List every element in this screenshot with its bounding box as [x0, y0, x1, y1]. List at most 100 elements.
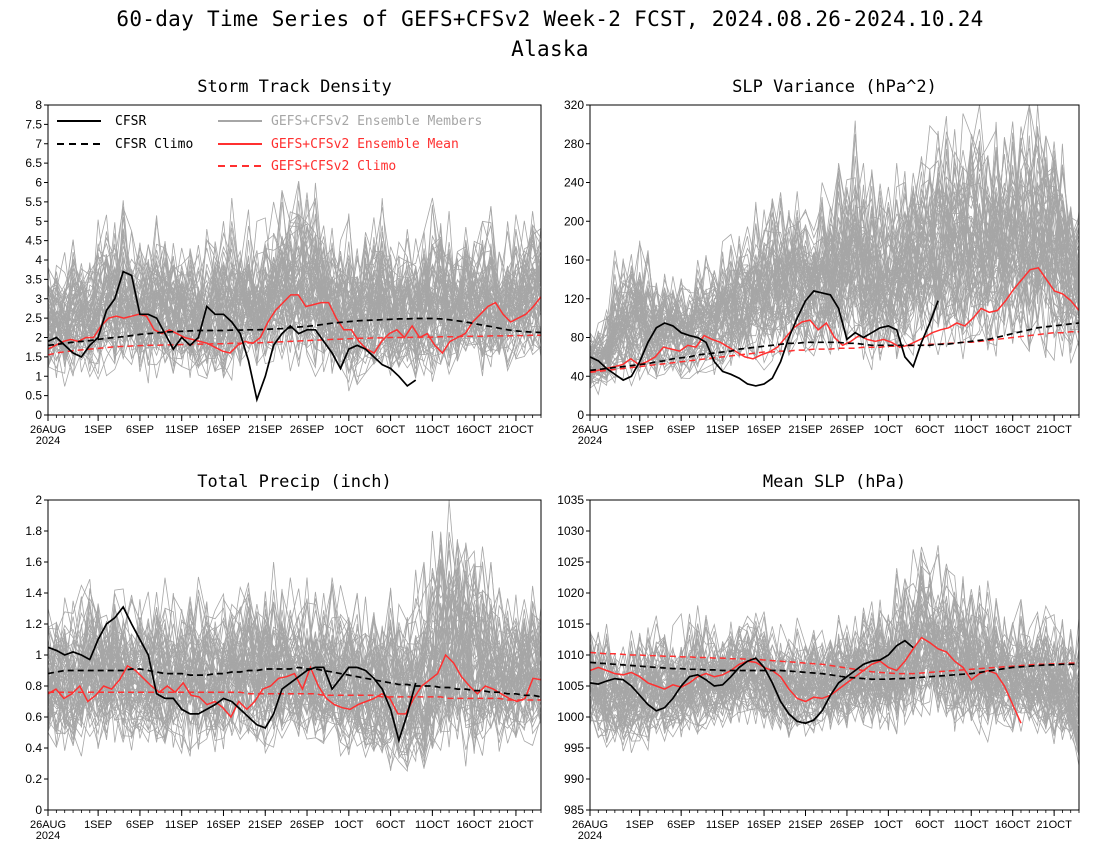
x-tick-label: 6SEP — [126, 819, 154, 831]
series-gefs-cfsv2-climo — [48, 691, 541, 701]
ensemble-member-line — [48, 239, 541, 358]
ensemble-member-line — [590, 178, 1079, 376]
x-tick-label: 11OCT — [415, 424, 450, 436]
ensemble-members — [48, 500, 541, 772]
x-tick-label: 16OCT — [995, 819, 1031, 831]
x-tick-label: 1SEP — [626, 424, 654, 436]
y-tick-label: 1005 — [557, 679, 584, 693]
x-tick-label: 16SEP — [206, 819, 240, 831]
ensemble-member-line — [48, 259, 541, 392]
y-tick-label: 1025 — [557, 555, 584, 569]
ensemble-member-line — [590, 116, 1079, 376]
x-tick-label: 26AUG — [572, 424, 608, 436]
ensemble-member-line — [590, 174, 1079, 353]
y-tick-label: 5 — [35, 214, 42, 228]
series-lines — [48, 270, 541, 403]
x-tick-label: 11SEP — [706, 819, 739, 831]
ensemble-member-line — [48, 632, 541, 770]
y-tick-label: 0.4 — [25, 741, 42, 755]
y-tick-label: 1 — [35, 369, 42, 383]
ensemble-member-line — [48, 546, 541, 747]
ensemble-member-line — [48, 572, 541, 723]
x-tick-label: 16OCT — [995, 424, 1031, 436]
ensemble-member-line — [48, 220, 541, 328]
ensemble-member-line — [48, 264, 541, 368]
ensemble-members — [590, 105, 1079, 396]
x-year-label: 2024 — [578, 435, 602, 447]
x-tick-label: 1OCT — [874, 424, 904, 436]
y-tick-label: 8 — [35, 98, 42, 112]
legend-label-ens-mean: GEFS+CFSv2 Ensemble Mean — [271, 137, 459, 152]
series-cfsr — [590, 639, 914, 725]
x-tick-label: 16SEP — [747, 424, 781, 436]
y-tick-label: 1000 — [557, 710, 584, 724]
ensemble-member-line — [48, 276, 541, 375]
x-tick-label: 21SEP — [788, 819, 822, 831]
x-tick-label: 1SEP — [84, 424, 112, 436]
x-tick-label: 6OCT — [376, 424, 406, 436]
ensemble-member-line — [590, 641, 1079, 747]
y-tick-label: 40 — [571, 369, 585, 383]
y-tick-label: 1010 — [557, 648, 584, 662]
y-tick-label: 3 — [35, 292, 42, 306]
ensemble-member-line — [590, 131, 1079, 374]
ensemble-member-line — [48, 641, 541, 770]
ensemble-member-line — [48, 182, 541, 339]
x-tick-label: 21OCT — [1036, 819, 1072, 831]
ensemble-member-line — [590, 625, 1079, 736]
x-tick-label: 21OCT — [498, 819, 534, 831]
y-tick-label: 80 — [571, 331, 585, 345]
legend-label-cfsr: CFSR — [115, 114, 146, 129]
x-year-label: 2024 — [36, 830, 60, 842]
x-tick-label: 21OCT — [498, 424, 534, 436]
y-tick-label: 1.4 — [25, 586, 42, 600]
ensemble-member-line — [48, 211, 541, 339]
figure-title: 60-day Time Series of GEFS+CFSv2 Week-2 … — [116, 7, 983, 31]
x-tick-label: 16SEP — [206, 424, 240, 436]
ensemble-member-line — [48, 214, 541, 330]
x-tick-label: 1OCT — [334, 819, 364, 831]
x-year-label: 2024 — [578, 830, 602, 842]
series-gefs-cfsv2-ensemble-mean — [48, 653, 541, 719]
y-tick-label: 320 — [564, 98, 584, 112]
ensemble-member-line — [590, 601, 1079, 721]
ensemble-member-line — [48, 532, 541, 708]
series-gefs-cfsv2-ensemble-mean — [590, 266, 1079, 373]
y-tick-label: 0.6 — [25, 710, 42, 724]
y-tick-label: 4 — [35, 253, 42, 267]
series-cfsr — [48, 270, 417, 403]
y-tick-label: 200 — [564, 214, 584, 228]
ensemble-member-line — [590, 206, 1079, 381]
x-tick-label: 1SEP — [626, 819, 654, 831]
panel-4: 985 990 995 1000 1005 1010 1015 1020 1025 1030 103… — [557, 472, 1080, 842]
x-tick-label: 16SEP — [747, 819, 781, 831]
y-tick-label: 990 — [564, 772, 584, 786]
panel-title: SLP Variance (hPa^2) — [732, 77, 937, 97]
x-tick-label: 11SEP — [165, 819, 198, 831]
x-tick-label: 26AUG — [572, 819, 608, 831]
ensemble-member-line — [48, 561, 541, 693]
series-gefs-cfsv2-climo — [590, 330, 1079, 374]
x-tick-label: 21OCT — [1036, 424, 1072, 436]
x-tick-label: 21SEP — [788, 424, 822, 436]
panel-title: Storm Track Density — [197, 77, 391, 97]
y-tick-label: 1.6 — [25, 555, 42, 569]
x-tick-label: 11OCT — [954, 819, 989, 831]
x-tick-label: 16OCT — [456, 424, 492, 436]
y-tick-label: 2 — [35, 331, 42, 345]
series-cfsr-climo — [48, 317, 541, 347]
series-gefs-cfsv2-climo — [590, 651, 1079, 675]
ensemble-member-line — [48, 218, 541, 343]
series-cfsr-climo — [590, 661, 1079, 681]
x-tick-label: 21SEP — [248, 424, 282, 436]
y-tick-label: 1.5 — [25, 350, 42, 364]
ensemble-member-line — [590, 105, 1079, 359]
y-tick-label: 7 — [35, 137, 42, 151]
ensemble-member-line — [590, 155, 1079, 360]
x-tick-label: 6OCT — [915, 424, 945, 436]
x-tick-label: 1SEP — [84, 819, 112, 831]
ensemble-member-line — [48, 594, 541, 739]
ensemble-member-line — [590, 192, 1079, 385]
y-tick-label: 985 — [564, 803, 584, 817]
